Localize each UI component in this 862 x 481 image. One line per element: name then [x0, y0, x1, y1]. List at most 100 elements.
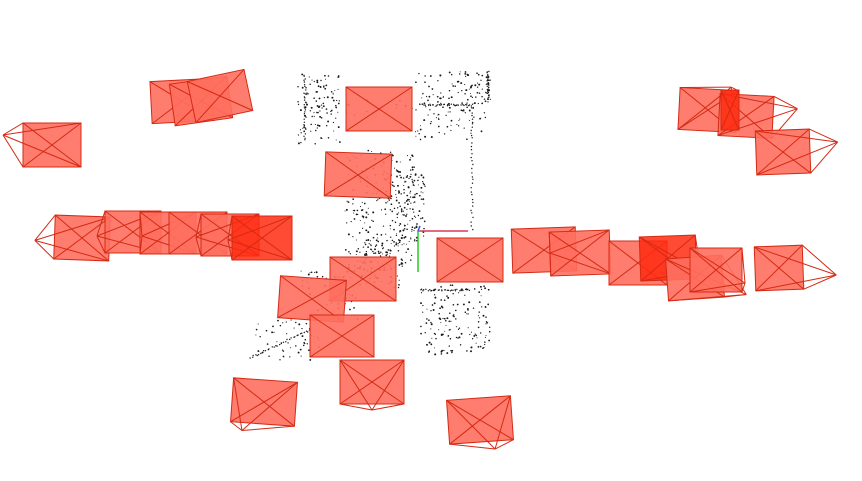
cloud-point: [467, 313, 469, 315]
cloud-point: [367, 213, 369, 215]
cloud-point: [485, 316, 487, 318]
cloud-point: [413, 196, 416, 199]
cloud-point: [410, 173, 412, 176]
camera-frustum-icon[interactable]: [548, 229, 612, 277]
cloud-point: [315, 91, 318, 93]
cloud-point: [255, 354, 257, 356]
camera-frustum-icon[interactable]: [436, 237, 504, 283]
camera-frustum-icon[interactable]: [186, 68, 254, 124]
camera-frustum-edge: [773, 95, 798, 110]
z-axis-line: [417, 225, 421, 232]
cloud-point: [478, 291, 481, 293]
cloud-point: [308, 349, 310, 352]
camera-frustum-edge: [801, 244, 837, 276]
cloud-point: [338, 100, 340, 102]
cloud-point: [313, 112, 315, 114]
cloud-point: [282, 322, 284, 324]
cloud-point: [486, 72, 488, 74]
cloud-point: [397, 249, 400, 252]
camera-frustum-icon[interactable]: [339, 359, 405, 411]
camera-diagonal: [323, 153, 393, 197]
cloud-point: [411, 178, 413, 181]
cloud-point: [279, 343, 281, 346]
cloud-point: [325, 124, 328, 127]
cloud-point: [319, 86, 322, 88]
cloud-point: [410, 238, 412, 240]
camera-frustum-icon[interactable]: [277, 275, 347, 323]
cloud-point: [382, 246, 384, 249]
cloud-point: [393, 241, 395, 243]
cloud-point: [393, 207, 396, 210]
cloud-point: [411, 226, 414, 229]
cloud-point: [367, 231, 370, 234]
cloud-point: [448, 345, 450, 347]
cloud-point: [441, 289, 443, 291]
camera-frustum-icon[interactable]: [689, 247, 746, 293]
cloud-point: [409, 190, 412, 192]
cloud-point: [377, 250, 380, 253]
camera-frustum-icon[interactable]: [446, 395, 514, 452]
camera-frustum-icon[interactable]: [753, 244, 837, 292]
camera-frustum-icon[interactable]: [345, 86, 413, 132]
cloud-point: [317, 111, 319, 114]
camera-frustum-edge: [741, 282, 746, 293]
cloud-point: [390, 203, 393, 206]
cloud-point: [451, 83, 453, 85]
cloud-point: [371, 150, 373, 153]
cloud-point: [303, 81, 306, 83]
cloud-point: [324, 87, 327, 90]
cloud-point: [442, 95, 444, 97]
cloud-point: [448, 329, 450, 331]
cloud-point: [417, 130, 419, 132]
cloud-point: [252, 354, 254, 357]
cloud-point: [432, 309, 435, 311]
cloud-point: [430, 321, 432, 324]
cloud-point: [470, 191, 473, 193]
camera-diagonal: [277, 279, 347, 319]
cloud-point: [330, 109, 333, 112]
cloud-point: [472, 107, 474, 109]
cloud-point: [475, 334, 478, 337]
cloud-point: [486, 85, 488, 88]
cloud-point: [443, 349, 445, 352]
cloud-point: [471, 193, 473, 196]
cloud-point: [398, 192, 400, 194]
cloud-point: [397, 170, 400, 173]
cloud-point: [456, 124, 458, 126]
cloud-point: [481, 95, 483, 98]
cloud-point: [485, 323, 487, 325]
cloud-point: [470, 93, 471, 94]
camera-frustum-icon[interactable]: [309, 314, 375, 358]
cloud-point: [391, 181, 394, 184]
cloud-point: [466, 98, 469, 101]
cloud-point: [279, 359, 281, 361]
camera-frustum-edge: [2, 134, 82, 168]
camera-frustum-icon[interactable]: [720, 89, 740, 131]
cloud-point: [484, 116, 487, 119]
camera-frustum-icon[interactable]: [2, 122, 82, 168]
cloud-point: [406, 228, 408, 231]
cloud-point: [426, 95, 428, 98]
camera-frustum-icon[interactable]: [230, 377, 298, 434]
camera-frustum-icon[interactable]: [34, 214, 111, 262]
camera-frustum-icon[interactable]: [754, 128, 839, 176]
cloud-point: [477, 102, 479, 105]
cloud-point: [285, 341, 287, 343]
cloud-point: [467, 308, 469, 310]
cloud-point: [257, 350, 260, 353]
cloud-point: [442, 96, 444, 98]
camera-frustum-icon[interactable]: [323, 151, 393, 199]
cloud-point: [405, 176, 408, 178]
cloud-point: [479, 317, 481, 319]
cloud-point: [448, 71, 451, 74]
cloud-point: [399, 222, 402, 225]
cloud-point: [413, 179, 416, 182]
cloud-point: [405, 251, 407, 254]
cloud-point: [322, 105, 325, 108]
cloud-point: [266, 343, 269, 345]
camera-frustum-icon[interactable]: [227, 215, 293, 261]
cloud-point: [335, 139, 337, 141]
cloud-point: [330, 113, 332, 115]
